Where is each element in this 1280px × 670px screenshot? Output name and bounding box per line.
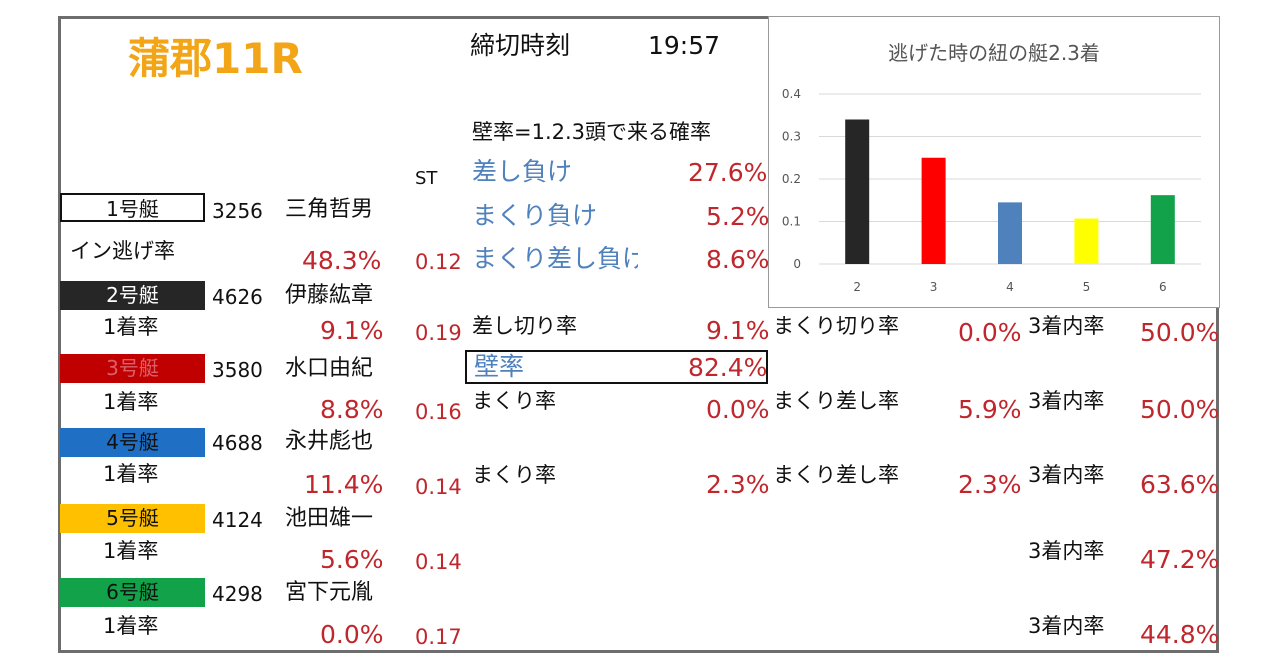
kabe-value: 82.4% (688, 353, 768, 382)
chart-bar-3 (921, 157, 946, 264)
boat-1-racer: 三角哲男 (285, 197, 374, 222)
attack-2-makurisashi-value: 2.3% (958, 470, 1022, 499)
attack-2-makuri-value: 2.3% (706, 470, 770, 499)
boat-6-label: 6号艇 (106, 580, 159, 604)
sashikiri-value: 9.1% (706, 316, 770, 345)
chart-ytick-label: 0.4 (782, 87, 801, 101)
boat-3-reg: 3580 (212, 358, 263, 382)
chart-xtick-label: 4 (1006, 280, 1014, 294)
st-header: ST (415, 168, 438, 189)
boat-5-badge: 5号艇 (60, 504, 205, 533)
deadline-time: 19:57 (648, 31, 721, 60)
boat-4-badge: 4号艇 (60, 428, 205, 457)
boat-5-top3-value: 47.2% (1140, 545, 1220, 574)
boat-1-label: 1号艇 (106, 197, 159, 221)
chart-xtick-label: 6 (1159, 280, 1167, 294)
boat-5-rate-label: 1着率 (103, 539, 159, 563)
boat-5-st: 0.14 (415, 550, 462, 574)
boat-6-rate: 0.0% (320, 620, 384, 649)
boat-6-st: 0.17 (415, 625, 462, 649)
sashikiri-label: 差し切り率 (472, 314, 577, 338)
boat-2-rate-label: 1着率 (103, 315, 159, 339)
boat-3-badge: 3号艇 (60, 354, 205, 383)
boat-4-rate: 11.4% (304, 470, 384, 499)
boat-3-rate: 8.8% (320, 395, 384, 424)
boat-4-reg: 4688 (212, 431, 263, 455)
makurimake-label: まくり負け (472, 201, 598, 230)
chart-ytick-label: 0.1 (782, 215, 801, 229)
boat-6-racer: 宮下元胤 (285, 580, 374, 605)
race-title: 蒲郡11R (128, 34, 303, 83)
boat-5-label: 5号艇 (106, 506, 159, 530)
boat-6-top3-value: 44.8% (1140, 620, 1220, 649)
boat-2-label: 2号艇 (106, 283, 159, 307)
nige-himo-chart: 逃げた時の紐の艇2.3着 0 0.1 0.2 0.3 0.4 2 3 4 5 6 (768, 16, 1220, 308)
boat-5-rate: 5.6% (320, 545, 384, 574)
boat-2-reg: 4626 (212, 285, 263, 309)
boat-1-reg: 3256 (212, 199, 263, 223)
attack-2-makurisashi-label: まくり差し率 (773, 463, 899, 487)
boat-6-top3-label: 3着内率 (1028, 614, 1105, 638)
boat-1-st: 0.12 (415, 250, 462, 274)
chart-xtick-label: 5 (1083, 280, 1091, 294)
boat-6-reg: 4298 (212, 582, 263, 606)
makurikiri-label: まくり切り率 (773, 314, 899, 338)
sashimake-label: 差し負け (472, 157, 573, 186)
sashimake-value: 27.6% (688, 158, 768, 187)
chart-xtick-label: 3 (930, 280, 938, 294)
boat-1-badge: 1号艇 (60, 193, 205, 222)
boat-6-badge: 6号艇 (60, 578, 205, 607)
boat-1-rate-label: イン逃げ率 (70, 239, 175, 263)
deadline-label: 締切時刻 (470, 31, 571, 60)
attack-1-makurisashi-value: 5.9% (958, 395, 1022, 424)
kabe-label: 壁率 (474, 352, 525, 381)
boat-3-top3-label: 3着内率 (1028, 389, 1105, 413)
chart-bar-4 (998, 202, 1022, 264)
boat-1-rate: 48.3% (302, 246, 382, 275)
chart-svg: 逃げた時の紐の艇2.3着 0 0.1 0.2 0.3 0.4 2 3 4 5 6 (782, 41, 1201, 294)
boat-4-label: 4号艇 (106, 430, 159, 454)
boat-5-racer: 池田雄一 (285, 506, 374, 531)
makurisashimake-label: まくり差し負け (472, 246, 638, 273)
chart-bar-2 (845, 119, 870, 264)
boat-5-top3-label: 3着内率 (1028, 539, 1105, 563)
boat-6-rate-label: 1着率 (103, 614, 159, 638)
boat-2-rate: 9.1% (320, 316, 384, 345)
attack-1-makurisashi-label: まくり差し率 (773, 389, 899, 413)
kabe-box (465, 350, 768, 384)
makurikiri-value: 0.0% (958, 318, 1022, 347)
boat-2-racer: 伊藤紘章 (285, 283, 374, 308)
boat-2-badge: 2号艇 (60, 281, 205, 310)
boat-3-label: 3号艇 (106, 356, 159, 380)
chart-ytick-label: 0.3 (782, 130, 801, 144)
boat-3-top3-value: 50.0% (1140, 395, 1220, 424)
chart-bar-5 (1074, 218, 1099, 264)
boat-3-rate-label: 1着率 (103, 390, 159, 414)
attack-1-makuri-label: まくり率 (472, 389, 556, 413)
boat-5-reg: 4124 (212, 508, 263, 532)
boat-4-top3-value: 63.6% (1140, 470, 1220, 499)
makurisashimake-label-clip: まくり差し負け (472, 246, 638, 278)
makurisashimake-value: 8.6% (706, 245, 770, 274)
boat-4-st: 0.14 (415, 475, 462, 499)
boat-3-st: 0.16 (415, 400, 462, 424)
chart-ytick-label: 0.2 (782, 172, 801, 186)
boat-4-rate-label: 1着率 (103, 462, 159, 486)
boat-3-racer: 水口由紀 (285, 356, 374, 381)
chart-xtick-label: 2 (853, 280, 861, 294)
attack-1-makuri-value: 0.0% (706, 395, 770, 424)
boat-4-top3-label: 3着内率 (1028, 463, 1105, 487)
chart-title: 逃げた時の紐の艇2.3着 (888, 41, 1100, 65)
chart-bar-6 (1150, 195, 1175, 264)
boat-4-racer: 永井彪也 (285, 429, 374, 454)
attack-2-makuri-label: まくり率 (472, 463, 556, 487)
boat-2-st: 0.19 (415, 321, 462, 345)
wall-heading: 壁率=1.2.3頭で来る確率 (472, 120, 712, 144)
boat-2-top3-value: 50.0% (1140, 318, 1220, 347)
makurimake-value: 5.2% (706, 202, 770, 231)
chart-ytick-label: 0 (793, 257, 801, 271)
boat-2-top3-label: 3着内率 (1028, 314, 1105, 338)
